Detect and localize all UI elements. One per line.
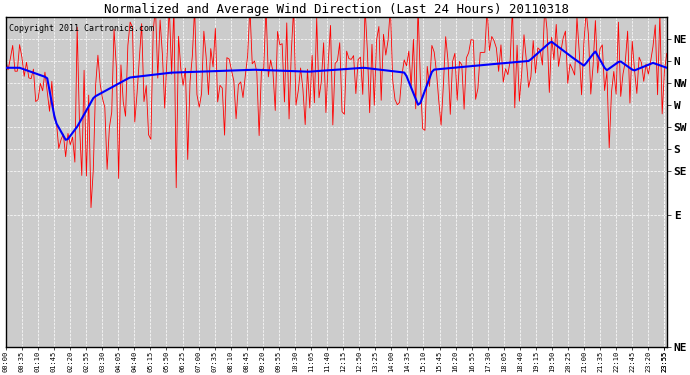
Text: Copyright 2011 Cartronics.com: Copyright 2011 Cartronics.com: [9, 24, 154, 33]
Title: Normalized and Average Wind Direction (Last 24 Hours) 20110318: Normalized and Average Wind Direction (L…: [104, 3, 569, 16]
